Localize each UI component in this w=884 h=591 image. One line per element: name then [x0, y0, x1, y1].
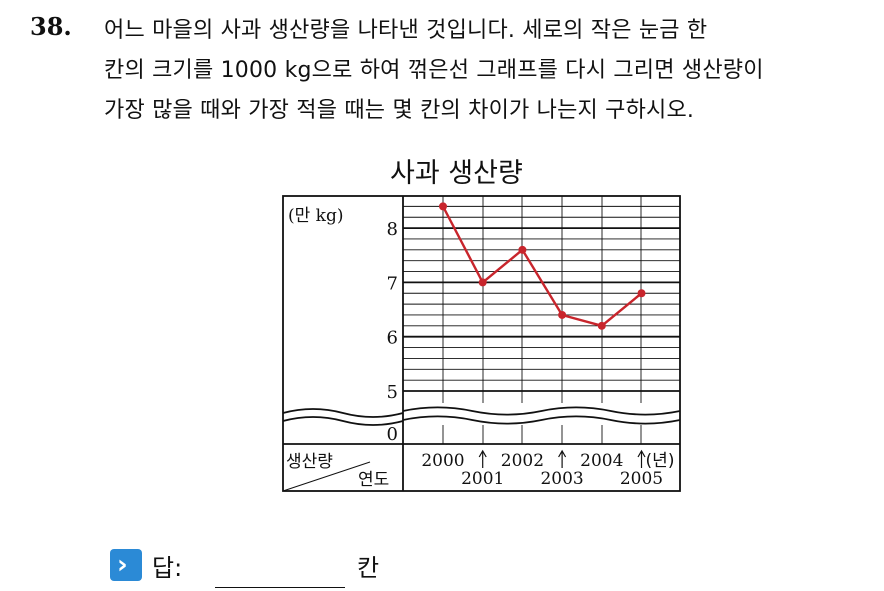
data-point — [637, 289, 646, 298]
chevron-right-icon: › — [110, 549, 142, 581]
x-tick-label: 2005 — [620, 469, 663, 489]
y-tick-labels: (만 kg) 0 5 6 7 8 — [288, 206, 398, 445]
x-tick-arrowhead — [558, 449, 567, 458]
break-wave-left-bottom — [282, 416, 404, 426]
chart-border — [282, 195, 681, 492]
x-tick-arrowhead — [637, 449, 646, 458]
break-wave-top — [402, 406, 681, 416]
corner-label-top: 생산량 — [286, 452, 333, 472]
y-tick-label: 7 — [387, 273, 398, 294]
data-point — [597, 321, 606, 330]
data-point — [558, 310, 567, 319]
corner-diagonal — [282, 461, 371, 492]
unit-label: (만 kg) — [288, 206, 344, 226]
question-line-2: 칸의 크기를 1000 kg으로 하여 꺾은선 그래프를 다시 그리면 생산량이 — [104, 58, 764, 83]
x-tick-label: 2004 — [580, 451, 623, 471]
x-tick-label: 2001 — [461, 469, 504, 489]
question-number: 38. — [30, 12, 72, 41]
break-wave-left-top — [282, 408, 404, 418]
data-point — [478, 278, 487, 287]
question-line-1: 어느 마을의 사과 생산량을 나타낸 것입니다. 세로의 작은 눈금 한 — [104, 18, 708, 43]
x-tick-arrowhead — [478, 449, 487, 458]
y-tick-label: 0 — [387, 424, 398, 445]
chart-title: 사과 생산량 — [390, 158, 523, 189]
x-tick-label: 2002 — [501, 451, 544, 471]
data-point — [439, 202, 447, 211]
corner-label-bottom: 연도 — [358, 470, 389, 490]
break-wave-bottom — [402, 415, 681, 425]
answer-label: 답: — [152, 554, 183, 582]
chart-grid — [403, 196, 680, 444]
answer-blank[interactable] — [215, 587, 345, 588]
y-tick-label: 5 — [387, 382, 398, 403]
y-tick-label: 6 — [387, 328, 398, 349]
axis-break — [282, 403, 681, 426]
x-tick-label: 2000 — [421, 451, 464, 471]
answer-unit: 칸 — [357, 554, 380, 582]
series-line — [441, 205, 643, 328]
x-tick-label: 2003 — [540, 469, 583, 489]
data-point — [518, 245, 527, 254]
question-line-3: 가장 많을 때와 가장 적을 때는 몇 칸의 차이가 나는지 구하시오. — [104, 98, 695, 123]
x-unit-label: (년) — [646, 451, 675, 471]
data-series — [439, 202, 646, 330]
y-tick-label: 8 — [387, 219, 398, 240]
